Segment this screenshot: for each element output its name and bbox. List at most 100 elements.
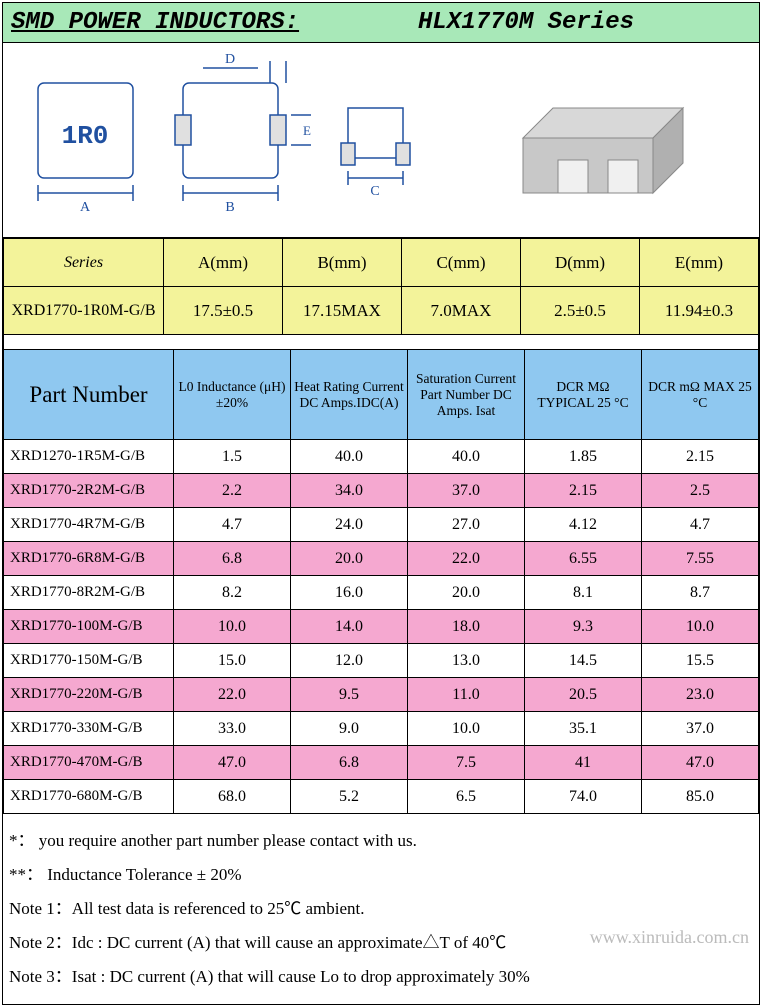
sat-cell: 37.0 (408, 474, 525, 508)
sat-cell: 10.0 (408, 712, 525, 746)
table-row: XRD1770-680M-G/B68.05.26.574.085.0 (4, 780, 759, 814)
pn-cell: XRD1770-470M-G/B (4, 746, 174, 780)
table-row: XRD1770-8R2M-G/B8.216.020.08.18.7 (4, 576, 759, 610)
svg-text:1R0: 1R0 (62, 121, 109, 151)
notes-section: *： you require another part number pleas… (3, 814, 759, 1004)
pn-cell: XRD1770-330M-G/B (4, 712, 174, 746)
dcrmax-cell: 10.0 (642, 610, 759, 644)
heat-cell: 20.0 (291, 542, 408, 576)
dcrmax-cell: 7.55 (642, 542, 759, 576)
dim-header-row: Series A(mm) B(mm) C(mm) D(mm) E(mm) (4, 239, 759, 287)
table-row: XRD1770-330M-G/B33.09.010.035.137.0 (4, 712, 759, 746)
diagram-area: 1R0 A B D E (3, 43, 759, 238)
spec-header-heat: Heat Rating Current DC Amps.IDC(A) (291, 350, 408, 440)
dcrtyp-cell: 8.1 (525, 576, 642, 610)
spec-header-row: Part Number L0 Inductance (μH) ±20% Heat… (4, 350, 759, 440)
dim-header-d: D(mm) (521, 239, 640, 287)
sat-cell: 18.0 (408, 610, 525, 644)
pn-cell: XRD1770-4R7M-G/B (4, 508, 174, 542)
sat-cell: 6.5 (408, 780, 525, 814)
heat-cell: 40.0 (291, 440, 408, 474)
dcrtyp-cell: 1.85 (525, 440, 642, 474)
l0-cell: 4.7 (174, 508, 291, 542)
dcrmax-cell: 15.5 (642, 644, 759, 678)
dim-e: 11.94±0.3 (640, 287, 759, 335)
svg-text:E: E (303, 123, 311, 138)
dcrmax-cell: 8.7 (642, 576, 759, 610)
l0-cell: 1.5 (174, 440, 291, 474)
table-row: XRD1770-470M-G/B47.06.87.54147.0 (4, 746, 759, 780)
heat-cell: 9.0 (291, 712, 408, 746)
watermark: www.xinruida.com.cn (590, 919, 749, 955)
pn-cell: XRD1770-680M-G/B (4, 780, 174, 814)
sat-cell: 20.0 (408, 576, 525, 610)
l0-cell: 6.8 (174, 542, 291, 576)
dcrtyp-cell: 14.5 (525, 644, 642, 678)
l0-cell: 15.0 (174, 644, 291, 678)
dcrmax-cell: 2.5 (642, 474, 759, 508)
dcrtyp-cell: 35.1 (525, 712, 642, 746)
title-series: HLX1770M Series (418, 9, 751, 36)
l0-cell: 10.0 (174, 610, 291, 644)
spec-header-dcrtyp: DCR MΩ TYPICAL 25 °C (525, 350, 642, 440)
title-bar: SMD POWER INDUCTORS: HLX1770M Series (3, 3, 759, 43)
dcrtyp-cell: 74.0 (525, 780, 642, 814)
l0-cell: 8.2 (174, 576, 291, 610)
dimension-diagram: 1R0 A B D E (3, 43, 759, 238)
pn-cell: XRD1770-150M-G/B (4, 644, 174, 678)
l0-cell: 33.0 (174, 712, 291, 746)
sat-cell: 22.0 (408, 542, 525, 576)
heat-cell: 9.5 (291, 678, 408, 712)
pn-cell: XRD1770-6R8M-G/B (4, 542, 174, 576)
dim-header-b: B(mm) (283, 239, 402, 287)
spec-table: Part Number L0 Inductance (μH) ±20% Heat… (3, 349, 759, 814)
sat-cell: 13.0 (408, 644, 525, 678)
title-product: SMD POWER INDUCTORS: (11, 9, 418, 36)
table-row: XRD1270-1R5M-G/B1.540.040.01.852.15 (4, 440, 759, 474)
note-2: **： Inductance Tolerance ± 20% (9, 858, 753, 892)
heat-cell: 24.0 (291, 508, 408, 542)
pn-cell: XRD1270-1R5M-G/B (4, 440, 174, 474)
sat-cell: 11.0 (408, 678, 525, 712)
table-row: XRD1770-150M-G/B15.012.013.014.515.5 (4, 644, 759, 678)
heat-cell: 12.0 (291, 644, 408, 678)
svg-text:B: B (225, 200, 234, 215)
l0-cell: 47.0 (174, 746, 291, 780)
sat-cell: 7.5 (408, 746, 525, 780)
table-row: XRD1770-4R7M-G/B4.724.027.04.124.7 (4, 508, 759, 542)
table-row: XRD1770-220M-G/B22.09.511.020.523.0 (4, 678, 759, 712)
table-row: XRD1770-6R8M-G/B6.820.022.06.557.55 (4, 542, 759, 576)
pn-cell: XRD1770-2R2M-G/B (4, 474, 174, 508)
heat-cell: 34.0 (291, 474, 408, 508)
l0-cell: 2.2 (174, 474, 291, 508)
spacer (3, 335, 759, 349)
spec-header-l0: L0 Inductance (μH) ±20% (174, 350, 291, 440)
sat-cell: 27.0 (408, 508, 525, 542)
table-row: XRD1770-2R2M-G/B2.234.037.02.152.5 (4, 474, 759, 508)
dim-header-a: A(mm) (164, 239, 283, 287)
heat-cell: 16.0 (291, 576, 408, 610)
pn-cell: XRD1770-100M-G/B (4, 610, 174, 644)
dcrmax-cell: 23.0 (642, 678, 759, 712)
dim-b: 17.15MAX (283, 287, 402, 335)
spec-header-dcrmax: DCR mΩ MAX 25 °C (642, 350, 759, 440)
pn-cell: XRD1770-8R2M-G/B (4, 576, 174, 610)
dim-a: 17.5±0.5 (164, 287, 283, 335)
note-1: *： you require another part number pleas… (9, 824, 753, 858)
dim-header-c: C(mm) (402, 239, 521, 287)
dim-series: XRD1770-1R0M-G/B (4, 287, 164, 335)
dcrtyp-cell: 6.55 (525, 542, 642, 576)
dcrmax-cell: 2.15 (642, 440, 759, 474)
svg-text:C: C (370, 184, 379, 199)
heat-cell: 14.0 (291, 610, 408, 644)
svg-text:A: A (80, 200, 91, 215)
l0-cell: 68.0 (174, 780, 291, 814)
l0-cell: 22.0 (174, 678, 291, 712)
table-row: XRD1770-100M-G/B10.014.018.09.310.0 (4, 610, 759, 644)
spec-header-pn: Part Number (4, 350, 174, 440)
heat-cell: 5.2 (291, 780, 408, 814)
dcrmax-cell: 37.0 (642, 712, 759, 746)
sat-cell: 40.0 (408, 440, 525, 474)
dim-data-row: XRD1770-1R0M-G/B 17.5±0.5 17.15MAX 7.0MA… (4, 287, 759, 335)
dim-header-series: Series (4, 239, 164, 287)
